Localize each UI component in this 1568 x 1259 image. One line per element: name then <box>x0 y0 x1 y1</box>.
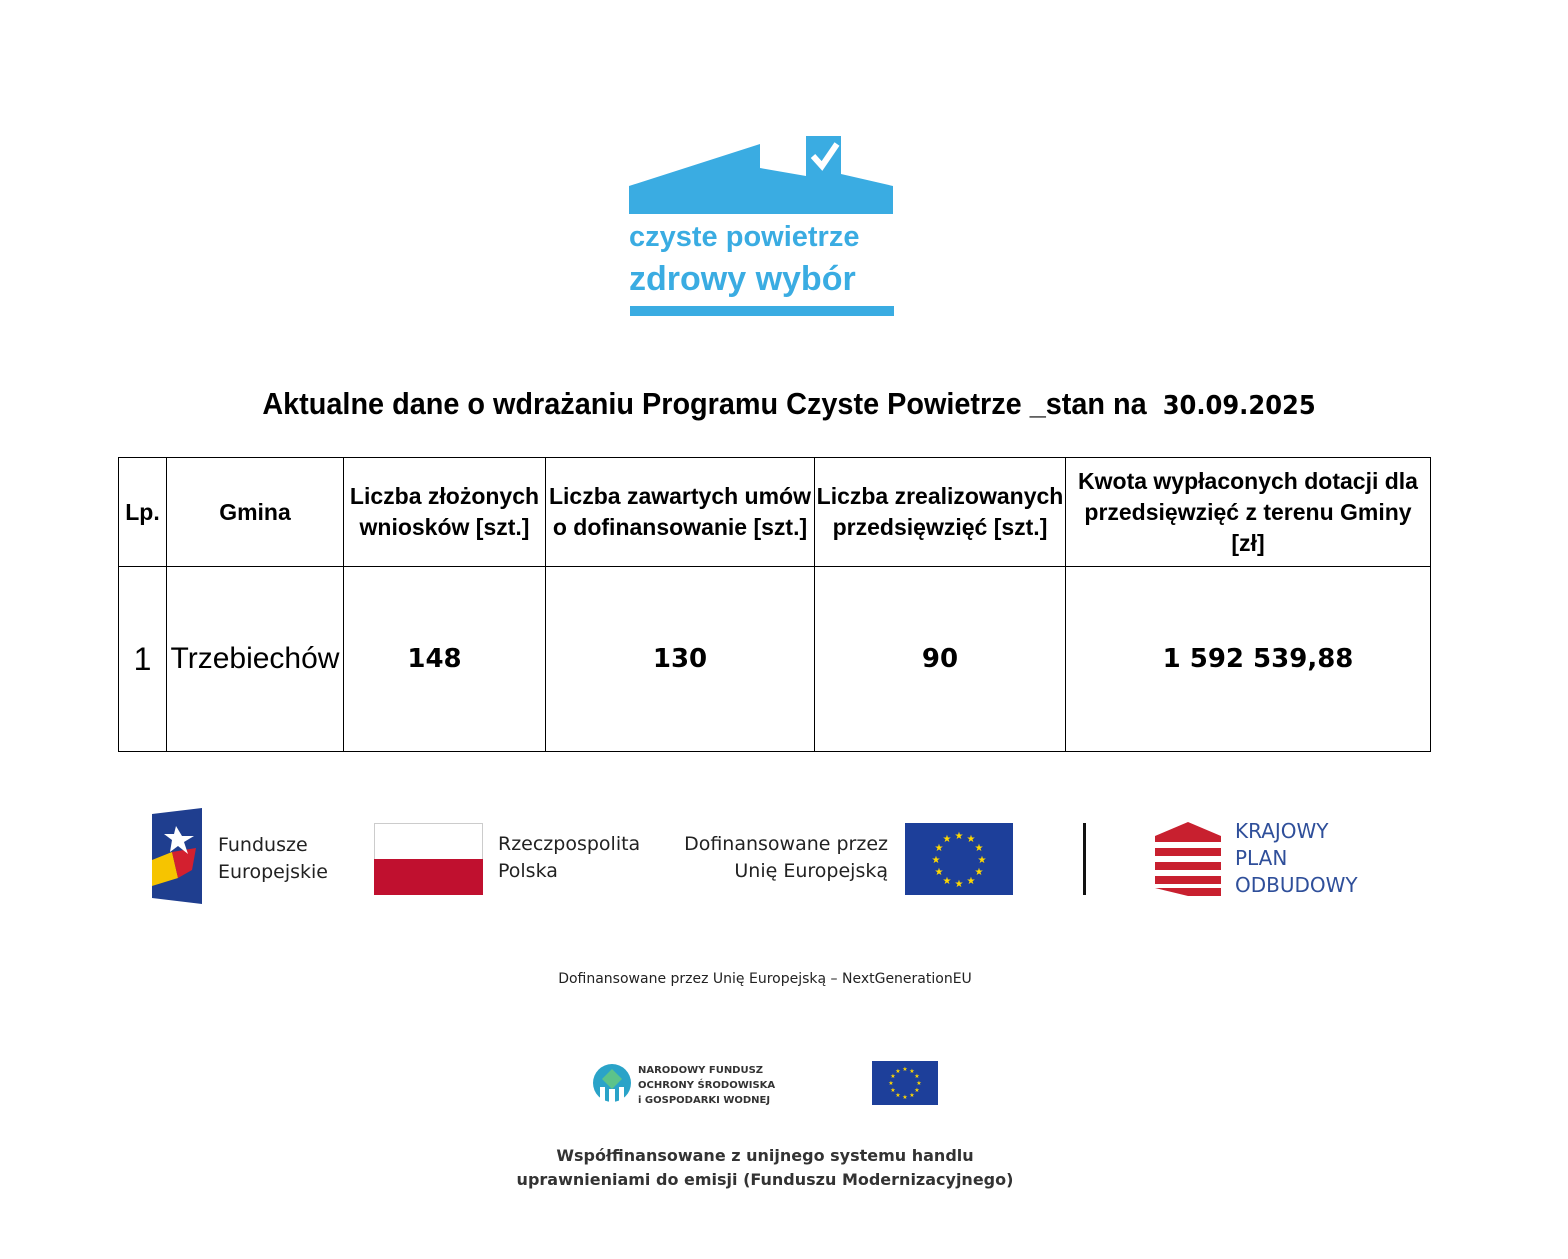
svg-text:★: ★ <box>955 831 964 842</box>
kpo-line1: KRAJOWY <box>1235 819 1329 843</box>
logo-line1: czyste powietrze <box>629 221 860 253</box>
eu-flag-small-icon: ★ ★★★★★★★★★★★ <box>872 1061 938 1105</box>
header-przedsiewziecia: Liczba zrealizowanych przedsięwzięć [szt… <box>814 457 1066 567</box>
data-table: Lp. Gmina Liczba złożonych wniosków [szt… <box>118 457 1431 752</box>
svg-text:★: ★ <box>943 834 952 845</box>
svg-text:★: ★ <box>895 1068 900 1075</box>
title-date: 30.09.2025 <box>1162 391 1316 421</box>
svg-text:★: ★ <box>890 1073 895 1080</box>
header-kwota: Kwota wypłaconych dotacji dla przedsięwz… <box>1065 457 1431 567</box>
nextgen-text: Dofinansowane przez Unię Europejską – Ne… <box>558 971 972 987</box>
svg-text:★: ★ <box>902 1066 907 1073</box>
svg-text:★: ★ <box>975 867 984 878</box>
cell-wnioski: 148 <box>343 566 546 752</box>
nfos-line1: NARODOWY FUNDUSZ <box>638 1065 764 1076</box>
cofinance-line2: uprawnieniami do emisji (Funduszu Modern… <box>516 1170 1014 1189</box>
svg-text:★: ★ <box>888 1080 893 1087</box>
svg-text:★: ★ <box>916 1080 921 1087</box>
divider <box>1083 823 1086 895</box>
cell-lp: 1 <box>118 566 167 752</box>
svg-text:★: ★ <box>935 867 944 878</box>
cell-kwota: 1 592 539,88 <box>1065 566 1431 752</box>
cell-przedsiewziecia: 90 <box>814 566 1066 752</box>
table-row: 1 Trzebiechów 148 130 90 1 592 539,88 <box>118 566 1431 752</box>
nfos-line2: OCHRONY ŚRODOWISKA <box>638 1080 776 1091</box>
page-title: Aktualne dane o wdrażaniu Programu Czyst… <box>55 384 1523 426</box>
logo-line2: zdrowy wybór <box>629 260 856 298</box>
svg-text:★: ★ <box>909 1068 914 1075</box>
eu-line1: Dofinansowane przez <box>684 833 888 855</box>
svg-text:★: ★ <box>914 1087 919 1094</box>
kpo-line3: ODBUDOWY <box>1235 873 1358 897</box>
czyste-powietrze-logo: czyste powietrze zdrowy wybór <box>629 136 895 316</box>
svg-text:★: ★ <box>932 855 941 866</box>
cofinance-text: Współfinansowane z unijnego systemu hand… <box>0 1144 1530 1192</box>
svg-text:★: ★ <box>967 876 976 887</box>
svg-text:★: ★ <box>935 843 944 854</box>
header-gmina: Gmina <box>166 457 344 567</box>
svg-text:★: ★ <box>967 834 976 845</box>
nfos-line3: i GOSPODARKI WODNEJ <box>638 1095 771 1106</box>
rzeczpospolita-polska-logo: Rzeczpospolita Polska <box>374 823 640 895</box>
svg-text:★: ★ <box>902 1094 907 1101</box>
svg-text:★: ★ <box>955 879 964 890</box>
eu-flag-icon: ★ ★★★★★★★★★★★ <box>905 823 1013 895</box>
fe-line1: Fundusze <box>218 834 308 856</box>
table-header-row: Lp. Gmina Liczba złożonych wniosków [szt… <box>118 457 1431 567</box>
eu-text: Dofinansowane przez Unię Europejską <box>640 831 888 885</box>
svg-text:★: ★ <box>890 1087 895 1094</box>
fe-line2: Europejskie <box>218 861 328 883</box>
logo-bar <box>630 306 894 316</box>
kpo-line2: PLAN <box>1235 846 1288 870</box>
cell-gmina: Trzebiechów <box>166 566 344 752</box>
svg-text:★: ★ <box>975 843 984 854</box>
header-umowy: Liczba zawartych umów o dofinansowanie [… <box>545 457 815 567</box>
header-wnioski: Liczba złożonych wniosków [szt.] <box>343 457 546 567</box>
header-lp: Lp. <box>118 457 167 567</box>
nfosigw-logo: NARODOWY FUNDUSZ OCHRONY ŚRODOWISKA i GOSP… <box>592 1063 775 1110</box>
svg-text:★: ★ <box>909 1092 914 1099</box>
title-text: Aktualne dane o wdrażaniu Programu Czyst… <box>262 386 1147 421</box>
rp-line2: Polska <box>498 860 558 882</box>
cell-umowy: 130 <box>545 566 815 752</box>
svg-text:★: ★ <box>943 876 952 887</box>
svg-text:★: ★ <box>978 855 987 866</box>
krajowy-plan-odbudowy-logo: KRAJOWY PLAN ODBUDOWY <box>1155 819 1358 901</box>
fundusze-europejskie-logo: Fundusze Europejskie <box>152 808 328 909</box>
eu-line2: Unię Europejską <box>734 860 888 882</box>
svg-text:★: ★ <box>895 1092 900 1099</box>
svg-text:★: ★ <box>914 1073 919 1080</box>
rp-line1: Rzeczpospolita <box>498 833 641 855</box>
cofinance-line1: Współfinansowane z unijnego systemu hand… <box>556 1146 974 1165</box>
